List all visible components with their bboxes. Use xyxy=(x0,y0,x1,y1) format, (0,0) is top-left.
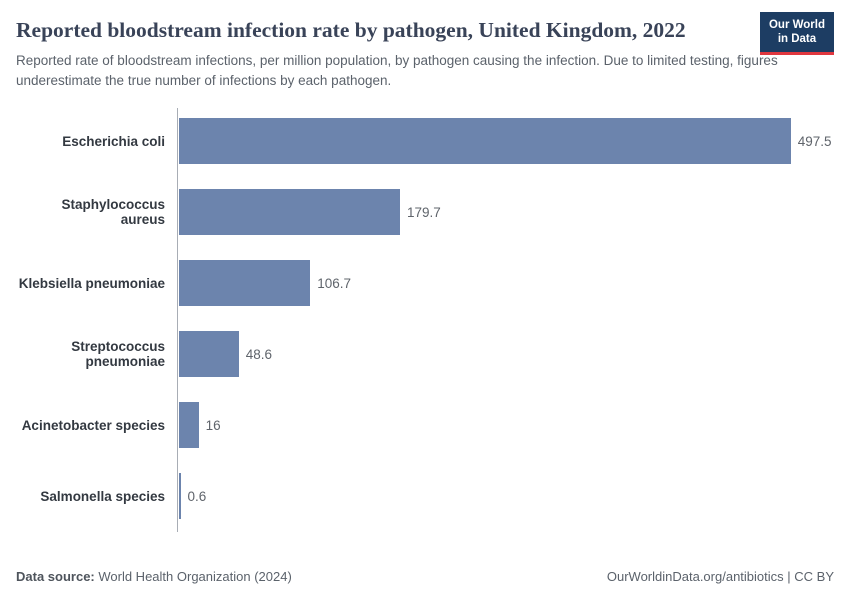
footer-license: | CC BY xyxy=(783,569,834,584)
bar-value: 106.7 xyxy=(317,275,351,291)
chart-row: Salmonella species 0.6 xyxy=(16,461,834,532)
bar[interactable] xyxy=(179,331,239,378)
chart-title: Reported bloodstream infection rate by p… xyxy=(16,18,686,42)
chart-subtitle: Reported rate of bloodstream infections,… xyxy=(16,53,778,88)
data-source-value: World Health Organization (2024) xyxy=(94,569,292,584)
bar-value: 16 xyxy=(205,417,221,433)
bar-value: 0.6 xyxy=(187,488,207,504)
chart-rows: Escherichia coli 497.5 Staphylococcus aure… xyxy=(16,106,834,532)
bar-area: 0.6 xyxy=(177,473,834,520)
bar-value: 497.5 xyxy=(797,133,832,149)
chart-row: Streptococcus pneumoniae 48.6 xyxy=(16,319,834,390)
footer-link[interactable]: OurWorldinData.org/antibiotics xyxy=(606,569,784,584)
header: Reported bloodstream infection rate by p… xyxy=(0,0,850,90)
chart-row: Escherichia coli 497.5 xyxy=(16,106,834,177)
bar-label: Streptococcus pneumoniae xyxy=(71,339,165,370)
bar[interactable] xyxy=(179,473,181,520)
data-source-label: Data source: xyxy=(16,569,95,584)
bar[interactable] xyxy=(179,402,199,449)
y-axis-line xyxy=(177,107,178,532)
bar[interactable] xyxy=(179,260,311,307)
bar-label: Salmonella species xyxy=(40,488,165,504)
footer: Data source: World Health Organization (… xyxy=(16,569,834,584)
bar-area: 179.7 xyxy=(177,189,834,236)
bar-area: 106.7 xyxy=(177,260,834,307)
owid-logo-line1: Our World xyxy=(768,19,825,31)
bar-value: 179.7 xyxy=(406,204,441,220)
chart-row: Staphylococcus aureus 179.7 xyxy=(16,177,834,248)
bar-label: Klebsiella pneumoniae xyxy=(18,275,165,291)
bar-area: 16 xyxy=(177,402,834,449)
bar-label: Escherichia coli xyxy=(62,133,165,149)
data-source: Data source: World Health Organization (… xyxy=(16,569,292,584)
bar-area: 48.6 xyxy=(177,331,834,378)
bar-label: Acinetobacter species xyxy=(21,417,165,433)
bar-label: Staphylococcus aureus xyxy=(61,197,165,228)
owid-logo-line2: in Data xyxy=(777,33,817,46)
bar[interactable] xyxy=(179,189,400,236)
bar-area: 497.5 xyxy=(177,118,834,165)
owid-logo[interactable]: Our World in Data xyxy=(759,12,834,55)
bar[interactable] xyxy=(179,118,791,165)
chart-row: Acinetobacter species 16 xyxy=(16,390,834,461)
footer-right: OurWorldinData.org/antibiotics | CC BY xyxy=(607,569,834,584)
bar-value: 48.6 xyxy=(245,346,273,362)
bar-chart: Escherichia coli 497.5 Staphylococcus aure… xyxy=(16,106,834,532)
chart-row: Klebsiella pneumoniae 106.7 xyxy=(16,248,834,319)
